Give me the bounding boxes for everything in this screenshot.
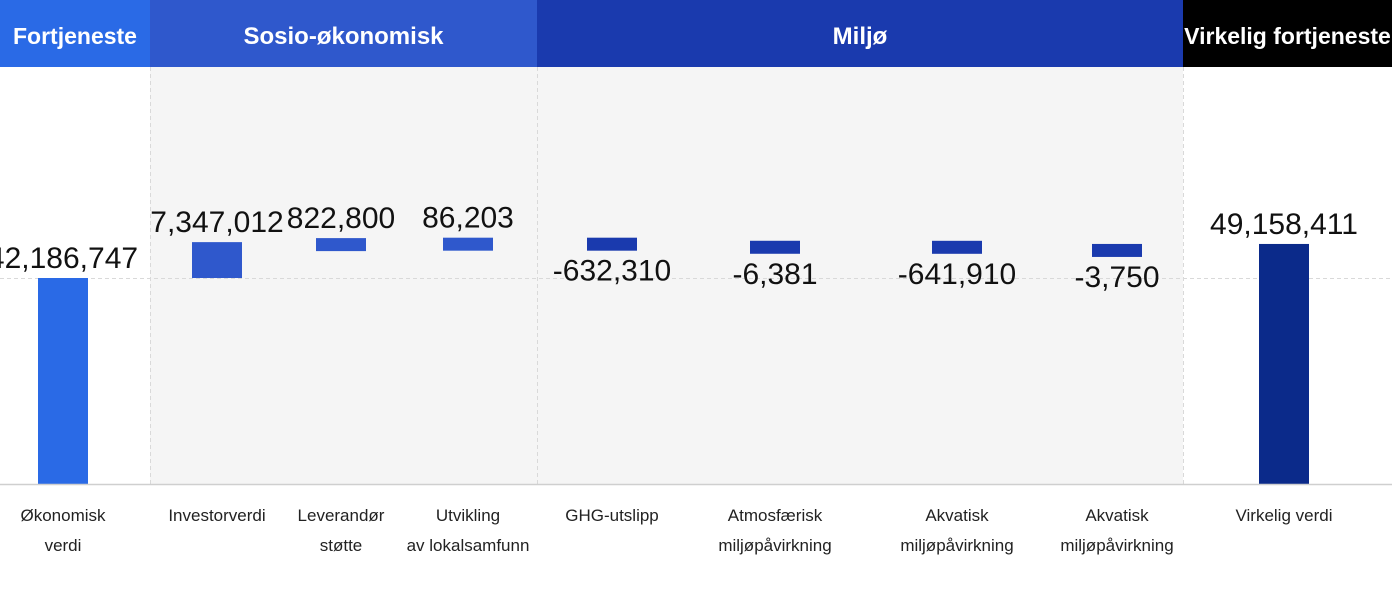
category-label-2-line-1: støtte: [320, 536, 363, 555]
bar-4: [587, 237, 637, 251]
group-header-environment: [537, 0, 1183, 67]
value-label-3: 86,203: [422, 202, 514, 235]
category-label-3-line-1: av lokalsamfunn: [407, 536, 530, 555]
category-label-7-line-0: Akvatisk: [1085, 506, 1149, 525]
category-label-5-line-0: Atmosfærisk: [728, 506, 823, 525]
value-label-7: -3,750: [1074, 261, 1159, 294]
category-label-1-line-0: Investorverdi: [168, 506, 265, 525]
bar-2: [316, 238, 366, 252]
category-label-7-line-1: miljøpåvirkning: [1060, 536, 1173, 555]
value-label-4: -632,310: [553, 255, 671, 288]
bar-1: [192, 242, 242, 278]
shaded-band-environment: [537, 67, 1183, 484]
category-label-8-line-0: Virkelig verdi: [1235, 506, 1332, 525]
bar-5: [750, 240, 800, 254]
value-label-8: 49,158,411: [1210, 208, 1358, 241]
category-label-3-line-0: Utvikling: [436, 506, 500, 525]
group-header-economic: [0, 0, 150, 67]
value-label-6: -641,910: [898, 258, 1016, 291]
category-label-6-line-1: miljøpåvirkning: [900, 536, 1013, 555]
value-label-0: 42,186,747: [0, 242, 138, 275]
group-header-socio: [150, 0, 537, 67]
value-label-5: -6,381: [732, 258, 817, 291]
category-label-0-line-0: Økonomisk: [20, 506, 106, 525]
group-header-label-environment: Miljø: [833, 23, 888, 50]
bar-6: [932, 240, 982, 254]
category-label-4-line-0: GHG-utslipp: [565, 506, 659, 525]
bar-0: [38, 278, 88, 484]
group-header-label-socio: Sosio-økonomisk: [243, 23, 444, 50]
group-header-label-true_value: Virkelig fortjeneste: [1184, 23, 1391, 49]
category-label-2-line-0: Leverandør: [298, 506, 385, 525]
bar-8: [1259, 243, 1309, 484]
bar-3: [443, 237, 493, 251]
category-label-0-line-1: verdi: [45, 536, 82, 555]
bar-7: [1092, 243, 1142, 257]
group-header-true_value: [1183, 0, 1392, 67]
value-label-2: 822,800: [287, 202, 395, 235]
category-label-6-line-0: Akvatisk: [925, 506, 989, 525]
category-label-5-line-1: miljøpåvirkning: [718, 536, 831, 555]
value-label-1: 7,347,012: [150, 206, 283, 239]
group-header-label-economic: Fortjeneste: [13, 23, 137, 49]
